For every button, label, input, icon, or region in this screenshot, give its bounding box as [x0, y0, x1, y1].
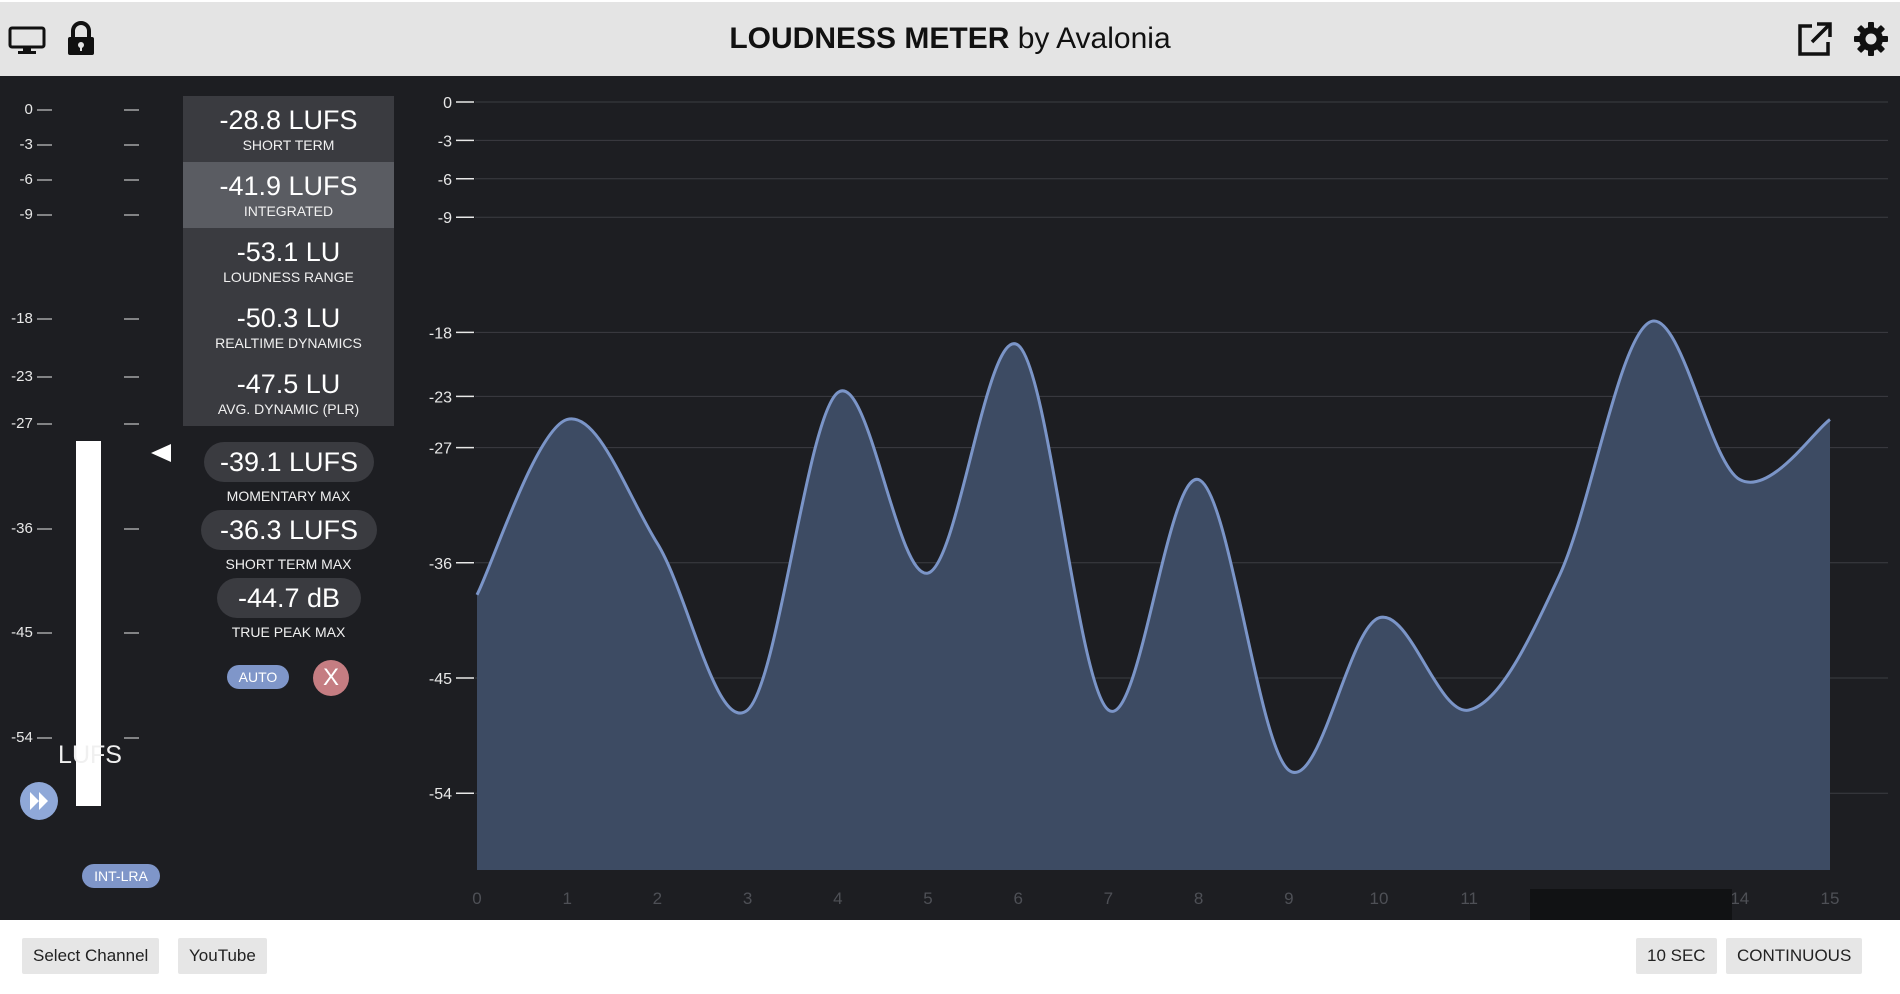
stat-label: AVG. DYNAMIC (PLR): [217, 401, 360, 417]
x-tick-label: 14: [1730, 889, 1749, 908]
title-rest: by Avalonia: [1009, 22, 1171, 55]
stat-value: -28.8 LUFS: [219, 105, 358, 135]
meter-scale-tick: —: [124, 415, 139, 432]
meter-scale-tick: —: [124, 729, 139, 747]
true-peak-max-value: -44.7 dB: [217, 578, 361, 618]
stat-label: SHORT TERM: [242, 137, 335, 153]
momentary-max-label: MOMENTARY MAX: [226, 488, 351, 504]
momentary-max-value: -39.1 LUFS: [204, 442, 374, 482]
header-bar: LOUDNESS METER by Avalonia: [0, 2, 1900, 76]
y-tick-label: -18: [429, 325, 452, 342]
meter-scale-tick: —: [124, 170, 139, 188]
x-tick-label: 2: [653, 889, 662, 908]
meter-scale-label: -27 —: [11, 415, 52, 432]
meter-scale-label: -23 —: [11, 368, 52, 386]
stat-value: -47.5 LU: [236, 369, 341, 399]
x-tick-label: 4: [833, 889, 842, 908]
stat-realtime-dynamics[interactable]: -50.3 LU REALTIME DYNAMICS: [183, 294, 394, 360]
meter-scale-label: -45 —: [11, 624, 52, 642]
y-tick-label: -27: [429, 441, 452, 458]
stat-avg-dynamic[interactable]: -47.5 LU AVG. DYNAMIC (PLR): [183, 360, 394, 426]
meter-scale-label: -36 —: [11, 519, 52, 537]
meter-scale-label: -18 —: [11, 310, 52, 328]
y-tick-label: -6: [438, 172, 452, 189]
meter-scale-tick: —: [124, 624, 139, 642]
fast-forward-icon: [30, 792, 48, 810]
short-term-max-value: -36.3 LUFS: [201, 510, 377, 550]
loudness-history-chart: 0 -3 -6 -9 -18 -23 -27 -36 -45 -54 0 1 2 3 4 5 6 7 8 9 10 11 1…: [429, 95, 1888, 920]
axis-overlay-block: [1530, 889, 1732, 920]
short-term-max-label: SHORT TERM MAX: [225, 556, 352, 572]
y-tick-label: -54: [429, 786, 452, 803]
x-tick-label: 8: [1194, 889, 1203, 908]
y-tick-label: -9: [438, 210, 452, 227]
gear-icon[interactable]: [1851, 19, 1891, 59]
meter-scale-tick: —: [124, 101, 139, 118]
title-bold: LOUDNESS METER: [729, 22, 1010, 55]
stat-value: -41.9 LUFS: [219, 171, 358, 201]
meter-scale-label: -54 —: [11, 729, 52, 747]
y-tick-label: -3: [438, 133, 452, 150]
target-pointer-icon[interactable]: [149, 443, 171, 463]
x-tick-label: 5: [923, 889, 932, 908]
int-lra-button[interactable]: INT-LRA: [82, 864, 160, 888]
y-tick-label: -45: [429, 671, 452, 688]
x-tick-label: 10: [1370, 889, 1389, 908]
meter-scale-label: -6 —: [19, 170, 52, 188]
x-tick-label: 6: [1013, 889, 1022, 908]
meter-scale-tick: —: [124, 205, 139, 223]
select-channel-button[interactable]: Select Channel: [22, 938, 160, 974]
continuous-button[interactable]: CONTINUOUS: [1726, 938, 1863, 974]
stat-value: -50.3 LU: [236, 303, 341, 333]
x-tick-label: 1: [562, 889, 571, 908]
y-tick-label: 0: [443, 95, 452, 112]
fast-forward-button[interactable]: [20, 782, 58, 820]
x-tick-label: 0: [472, 889, 481, 908]
monitor-icon[interactable]: [7, 19, 47, 59]
x-tick-label: 11: [1460, 889, 1478, 908]
meter-unit-label: LUFS: [58, 741, 122, 769]
meter-scale-tick: —: [124, 135, 139, 153]
x-tick-label: 9: [1284, 889, 1293, 908]
meter-scale-tick: —: [124, 519, 139, 537]
loudness-area-fill: [477, 320, 1830, 870]
x-tick-label: 7: [1104, 889, 1113, 908]
meter-level-bar: [76, 441, 101, 806]
auto-button[interactable]: AUTO: [227, 665, 289, 689]
stat-label: INTEGRATED: [243, 203, 334, 219]
meter-scale-label: -9 —: [19, 205, 52, 223]
loudness-series-line: [475, 319, 1831, 774]
stat-value: -53.1 LU: [236, 237, 341, 267]
stat-integrated[interactable]: -41.9 LUFS INTEGRATED: [183, 162, 394, 228]
lock-icon[interactable]: [61, 19, 101, 59]
reset-button[interactable]: X: [313, 660, 349, 696]
meter-scale-label: -3 —: [19, 135, 52, 153]
ten-sec-button[interactable]: 10 SEC: [1636, 938, 1717, 974]
stat-label: REALTIME DYNAMICS: [215, 335, 362, 351]
y-tick-label: -23: [429, 389, 452, 406]
meter-scale-tick: —: [124, 368, 139, 386]
x-tick-label: 3: [743, 889, 752, 908]
true-peak-max-label: TRUE PEAK MAX: [231, 624, 346, 640]
stat-short-term[interactable]: -28.8 LUFS SHORT TERM: [183, 96, 394, 162]
stat-loudness-range[interactable]: -53.1 LU LOUDNESS RANGE: [183, 228, 394, 294]
y-tick-label: -36: [429, 556, 452, 573]
external-link-icon[interactable]: [1795, 19, 1835, 59]
youtube-button[interactable]: YouTube: [178, 938, 267, 974]
meter-scale-label: 0 —: [24, 101, 52, 118]
x-tick-label: 15: [1821, 889, 1840, 908]
page-title: LOUDNESS METER by Avalonia: [0, 2, 1900, 76]
stat-label: LOUDNESS RANGE: [223, 269, 354, 285]
meter-scale-tick: —: [124, 310, 139, 328]
